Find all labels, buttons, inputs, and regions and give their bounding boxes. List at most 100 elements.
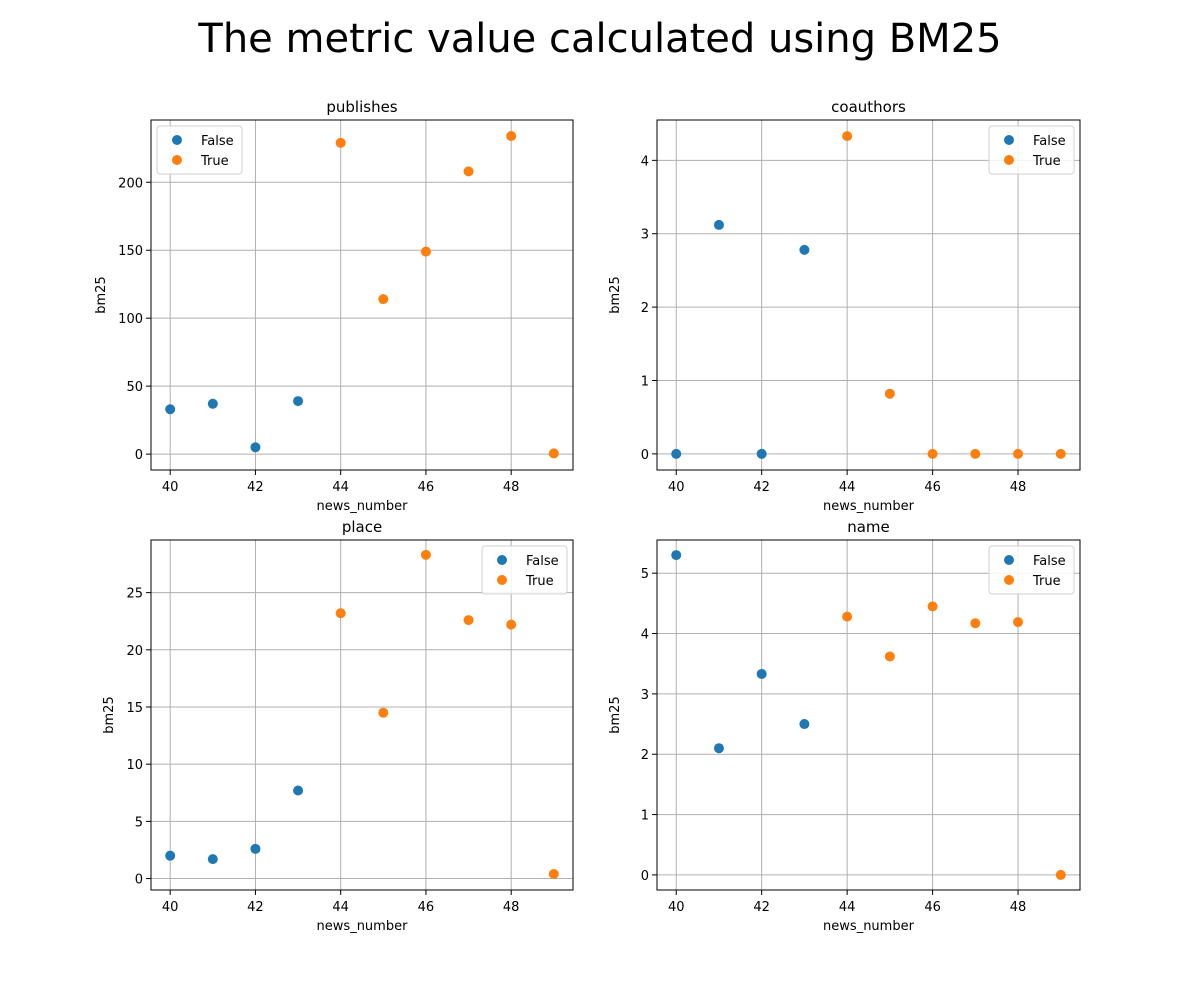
x-axis-label: news_number	[823, 919, 915, 934]
y-tick-label: 25	[126, 587, 143, 602]
subplot-title: name	[847, 518, 890, 536]
data-point-true	[335, 137, 346, 148]
y-tick-label: 3	[641, 228, 649, 243]
y-tick-label: 0	[641, 448, 649, 463]
x-tick-label: 48	[1010, 480, 1027, 495]
axes-frame	[656, 119, 1081, 471]
legend-marker-false	[497, 555, 507, 565]
y-tick-label: 20	[126, 644, 143, 659]
legend: False True	[481, 545, 568, 595]
subplots: 40 42 44 46 48050100150200publishesnews_numb…	[94, 98, 1081, 934]
data-point-true	[1013, 448, 1024, 459]
y-tick-label: 150	[118, 244, 143, 259]
data-point-false	[756, 668, 767, 679]
y-tick-label: 200	[118, 176, 143, 191]
data-point-false	[293, 396, 304, 407]
y-tick-label: 1	[641, 374, 649, 389]
y-tick-label: 50	[126, 380, 143, 395]
data-point-true	[1055, 448, 1066, 459]
x-tick-label: 40	[162, 480, 179, 495]
data-point-true	[420, 246, 431, 257]
data-point-false	[250, 843, 261, 854]
data-point-true	[970, 448, 981, 459]
x-tick-label: 44	[332, 900, 349, 915]
x-tick-label: 46	[418, 480, 435, 495]
x-tick-label: 42	[247, 900, 264, 915]
x-tick-label: 48	[1010, 900, 1027, 915]
data-point-true	[884, 388, 895, 399]
y-axis-label: bm25	[102, 696, 117, 733]
x-tick-label: 46	[418, 900, 435, 915]
y-axis-label: bm25	[608, 696, 623, 733]
y-tick-label: 2	[641, 748, 649, 763]
x-tick-label: 40	[668, 480, 685, 495]
legend-marker-true	[1004, 575, 1014, 585]
data-point-false	[250, 442, 261, 453]
subplot-publishes: 40 42 44 46 48 0 50 100 150 200 publishes news_numb…	[94, 98, 574, 514]
data-point-true	[548, 448, 559, 459]
data-point-false	[293, 785, 304, 796]
data-point-false	[713, 743, 724, 754]
legend-label: False	[1033, 134, 1066, 149]
legend-label: False	[1033, 554, 1066, 569]
data-point-true	[884, 651, 895, 662]
x-tick-label: 48	[503, 480, 520, 495]
x-axis-label: news_number	[317, 499, 409, 514]
y-tick-label: 4	[641, 154, 649, 169]
legend: False True	[988, 125, 1075, 175]
y-tick-label: 0	[135, 873, 143, 888]
x-tick-label: 44	[839, 480, 856, 495]
data-point-false	[165, 404, 176, 415]
figure-title: The metric value calculated using BM25	[197, 16, 1001, 62]
axes-frame	[150, 119, 574, 471]
axes-frame	[150, 539, 574, 891]
x-tick-label: 42	[247, 480, 264, 495]
legend-marker-true	[1004, 155, 1014, 165]
y-tick-label: 5	[135, 815, 143, 830]
x-tick-label: 42	[753, 480, 770, 495]
x-axis-label: news_number	[823, 499, 915, 514]
x-tick-label: 48	[503, 900, 520, 915]
y-axis-label: bm25	[94, 276, 109, 313]
data-point-true	[1055, 869, 1066, 880]
data-point-false	[713, 219, 724, 230]
legend-label: True	[1032, 574, 1061, 589]
y-axis-label: bm25	[608, 276, 623, 313]
data-point-true	[842, 131, 853, 142]
data-point-true	[548, 868, 559, 879]
data-point-true	[420, 549, 431, 560]
data-point-true	[506, 619, 517, 630]
data-point-false	[207, 854, 218, 865]
data-point-true	[378, 707, 389, 718]
data-point-false	[756, 448, 767, 459]
data-point-true	[463, 166, 474, 177]
y-tick-label: 10	[126, 758, 143, 773]
data-point-true	[842, 611, 853, 622]
data-point-true	[1013, 617, 1024, 628]
data-point-true	[927, 448, 938, 459]
data-point-true	[378, 294, 389, 305]
legend-marker-false	[172, 135, 182, 145]
subplot-title: publishes	[326, 98, 397, 116]
legend-label: False	[201, 134, 234, 149]
legend-marker-true	[497, 575, 507, 585]
legend-label: True	[1032, 154, 1061, 169]
y-tick-label: 15	[126, 701, 143, 716]
legend-label: True	[525, 574, 554, 589]
legend: False True	[156, 125, 243, 175]
data-point-false	[671, 448, 682, 459]
data-point-true	[463, 615, 474, 626]
data-point-true	[506, 131, 517, 142]
subplot-coauthors: 40 42 44 46 48 0 1 2 3 4 coauthors news_number bm25 F…	[608, 98, 1081, 514]
subplot-title: place	[342, 518, 382, 536]
axes-frame	[656, 539, 1081, 891]
data-point-false	[165, 850, 176, 861]
legend-marker-true	[172, 155, 182, 165]
data-point-false	[799, 719, 810, 730]
y-tick-label: 3	[641, 688, 649, 703]
data-point-false	[207, 398, 218, 409]
y-tick-label: 100	[118, 312, 143, 327]
y-tick-label: 2	[641, 301, 649, 316]
legend-label: True	[200, 154, 229, 169]
